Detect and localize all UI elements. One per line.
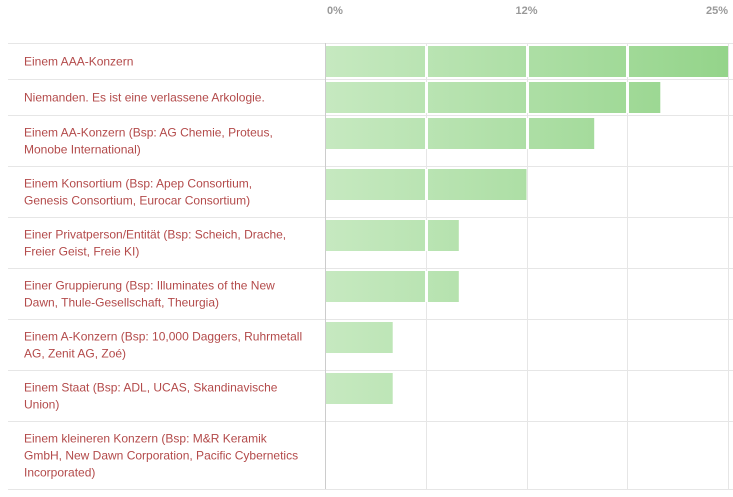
bar — [326, 373, 393, 404]
category-label: Niemanden. Es ist eine verlassene Arkolo… — [24, 91, 265, 105]
x-tick-label: 12% — [515, 5, 537, 17]
category-label-line: AG, Zenit AG, Zoé) — [24, 347, 126, 361]
category-label-line: Einer Gruppierung (Bsp: Illuminates of t… — [24, 279, 275, 293]
category-label-line: GmbH, New Dawn Corporation, Pacific Cybe… — [24, 449, 298, 463]
bar — [326, 271, 459, 302]
category-label-line: Einem A-Konzern (Bsp: 10,000 Daggers, Ru… — [24, 330, 302, 344]
category-label-line: Einem kleineren Konzern (Bsp: M&R Kerami… — [24, 432, 268, 446]
x-tick-label: 25% — [706, 5, 728, 17]
bar — [326, 82, 661, 113]
category-label-line: Einer Privatperson/Entität (Bsp: Scheich… — [24, 228, 286, 242]
bar-segment-gap — [425, 46, 428, 77]
bar — [326, 118, 595, 149]
category-label: Einem AA-Konzern (Bsp: AG Chemie, Proteu… — [24, 126, 273, 157]
category-label-line: Incorporated) — [24, 466, 95, 480]
bar-segment-gap — [526, 118, 529, 149]
bar — [326, 322, 393, 353]
bar-segment-gap — [526, 46, 529, 77]
bar-segment-gap — [425, 271, 428, 302]
category-label-line: Dawn, Thule-Gesellschaft, Theurgia) — [24, 296, 219, 310]
category-label-line: Einem Konsortium (Bsp: Apep Consortium, — [24, 177, 252, 191]
category-label-line: Union) — [24, 398, 59, 412]
category-label: Einem AAA-Konzern — [24, 55, 133, 69]
bar-segment-gap — [626, 82, 629, 113]
bar — [326, 220, 459, 251]
category-label-line: Niemanden. Es ist eine verlassene Arkolo… — [24, 91, 265, 105]
category-label-line: Monobe International) — [24, 143, 141, 157]
category-label-line: Genesis Consortium, Eurocar Consortium) — [24, 194, 250, 208]
bar-segment-gap — [526, 82, 529, 113]
category-label-line: Freier Geist, Freie KI) — [24, 245, 139, 259]
category-label: Einem kleineren Konzern (Bsp: M&R Kerami… — [24, 432, 298, 480]
bar-segment-gap — [425, 220, 428, 251]
bar-segment-gap — [425, 82, 428, 113]
bar-segment-gap — [626, 46, 629, 77]
bar-segment-gap — [425, 118, 428, 149]
category-label: Einem Konsortium (Bsp: Apep Consortium, G… — [24, 177, 252, 208]
category-label: Einer Privatperson/Entität (Bsp: Scheich… — [24, 228, 286, 259]
category-label: Einem Staat (Bsp: ADL, UCAS, Skandinavis… — [24, 381, 278, 412]
bar-segment-gap — [425, 169, 428, 200]
category-label: Einer Gruppierung (Bsp: Illuminates of t… — [24, 279, 275, 310]
category-label: Einem A-Konzern (Bsp: 10,000 Daggers, Ru… — [24, 330, 302, 361]
category-label-line: Einem AAA-Konzern — [24, 55, 133, 69]
x-tick-label: 0% — [327, 5, 343, 17]
category-label-line: Einem Staat (Bsp: ADL, UCAS, Skandinavis… — [24, 381, 278, 395]
category-label-line: Einem AA-Konzern (Bsp: AG Chemie, Proteu… — [24, 126, 273, 140]
